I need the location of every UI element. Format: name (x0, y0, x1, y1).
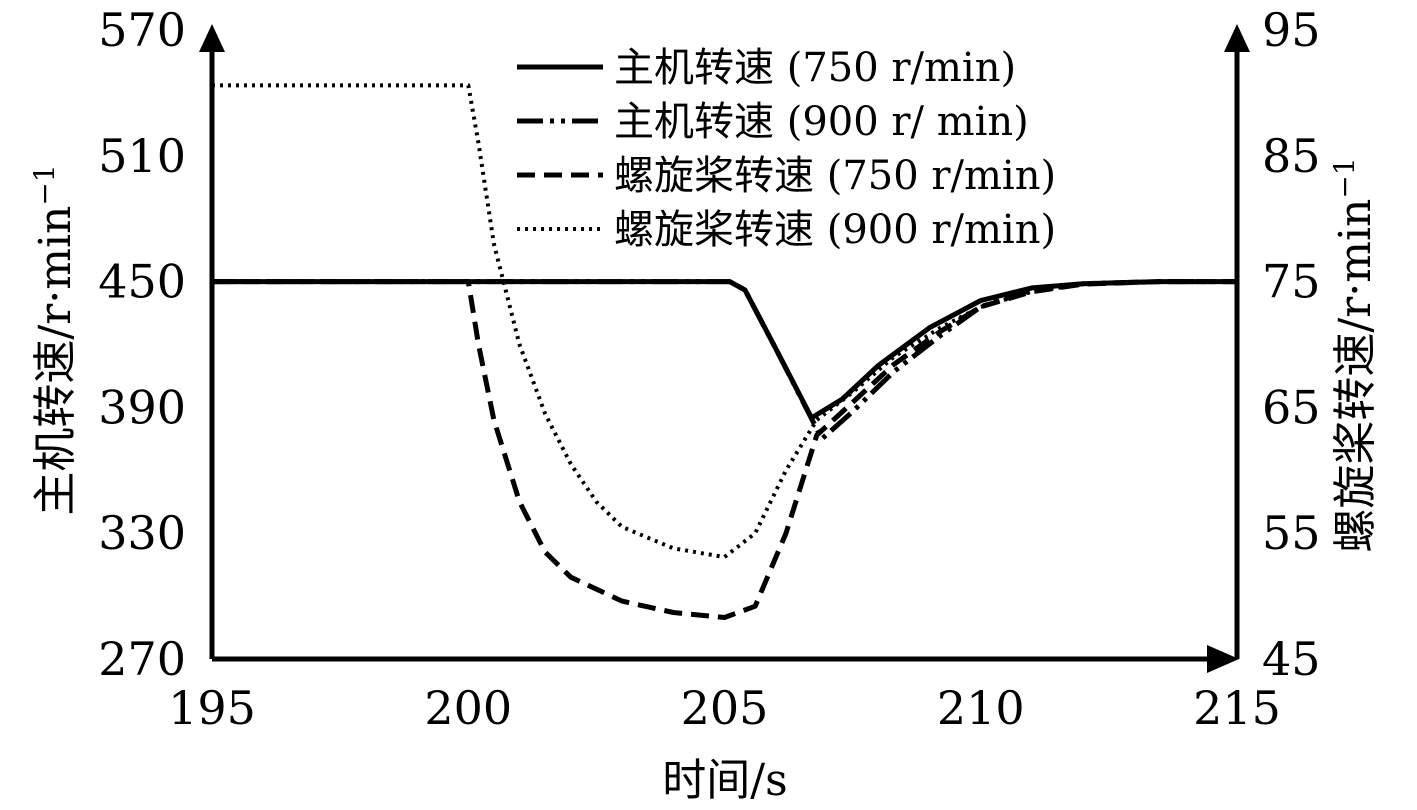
series-line-0 (212, 279, 1237, 421)
plot-lines (212, 83, 1237, 620)
right-y-tick-label: 55 (1262, 506, 1321, 560)
x-tick-label: 195 (168, 681, 256, 735)
legend-label-1: 主机转速 (900 r/ min) (614, 99, 1029, 145)
left-y-tick-label: 330 (98, 506, 186, 560)
left-y-axis-title: 主机转速/r·min−1 (28, 164, 81, 515)
x-axis-title: 时间/s (662, 755, 787, 806)
right-y-axis-title-exponent: −1 (1328, 157, 1361, 198)
axes (199, 24, 1250, 673)
left-y-axis-title-exponent: −1 (28, 164, 61, 205)
right-y-axis-title-text: 螺旋桨转速/r·min (1330, 199, 1381, 553)
left-y-tick-label: 510 (98, 129, 186, 183)
left-y-tick-label: 270 (98, 632, 186, 686)
right-y-axis-arrow (1224, 24, 1250, 52)
series-line-1 (212, 279, 1237, 442)
right-y-tick-label: 95 (1262, 3, 1321, 57)
legend: 主机转速 (750 r/min) 主机转速 (900 r/ min) 螺旋桨转速 (… (517, 45, 1056, 253)
left-y-axis-arrow (199, 24, 225, 52)
series-line-3 (212, 83, 1237, 560)
x-tick-label: 210 (937, 681, 1025, 735)
legend-label-0: 主机转速 (750 r/min) (614, 45, 1016, 91)
x-tick-label: 215 (1193, 681, 1281, 735)
legend-label-3: 螺旋桨转速 (900 r/min) (614, 207, 1056, 253)
tick-labels: 195 200 205 210 215 270 330 390 450 510 570 45 55 65 7… (98, 3, 1320, 735)
x-axis-arrow (1207, 645, 1239, 673)
right-y-tick-label: 65 (1262, 380, 1321, 434)
x-tick-label: 200 (424, 681, 512, 735)
left-y-axis-title-text: 主机转速/r·min (30, 206, 81, 516)
right-y-tick-label: 85 (1262, 129, 1321, 183)
right-y-axis-title: 螺旋桨转速/r·min−1 (1328, 157, 1381, 552)
right-y-tick-label: 45 (1262, 632, 1321, 686)
left-y-tick-label: 570 (98, 3, 186, 57)
right-y-tick-label: 75 (1262, 255, 1321, 309)
left-y-tick-label: 390 (98, 380, 186, 434)
series-line-2 (212, 279, 1237, 620)
legend-label-2: 螺旋桨转速 (750 r/min) (614, 153, 1056, 199)
left-y-tick-label: 450 (98, 255, 186, 309)
x-tick-label: 205 (681, 681, 769, 735)
